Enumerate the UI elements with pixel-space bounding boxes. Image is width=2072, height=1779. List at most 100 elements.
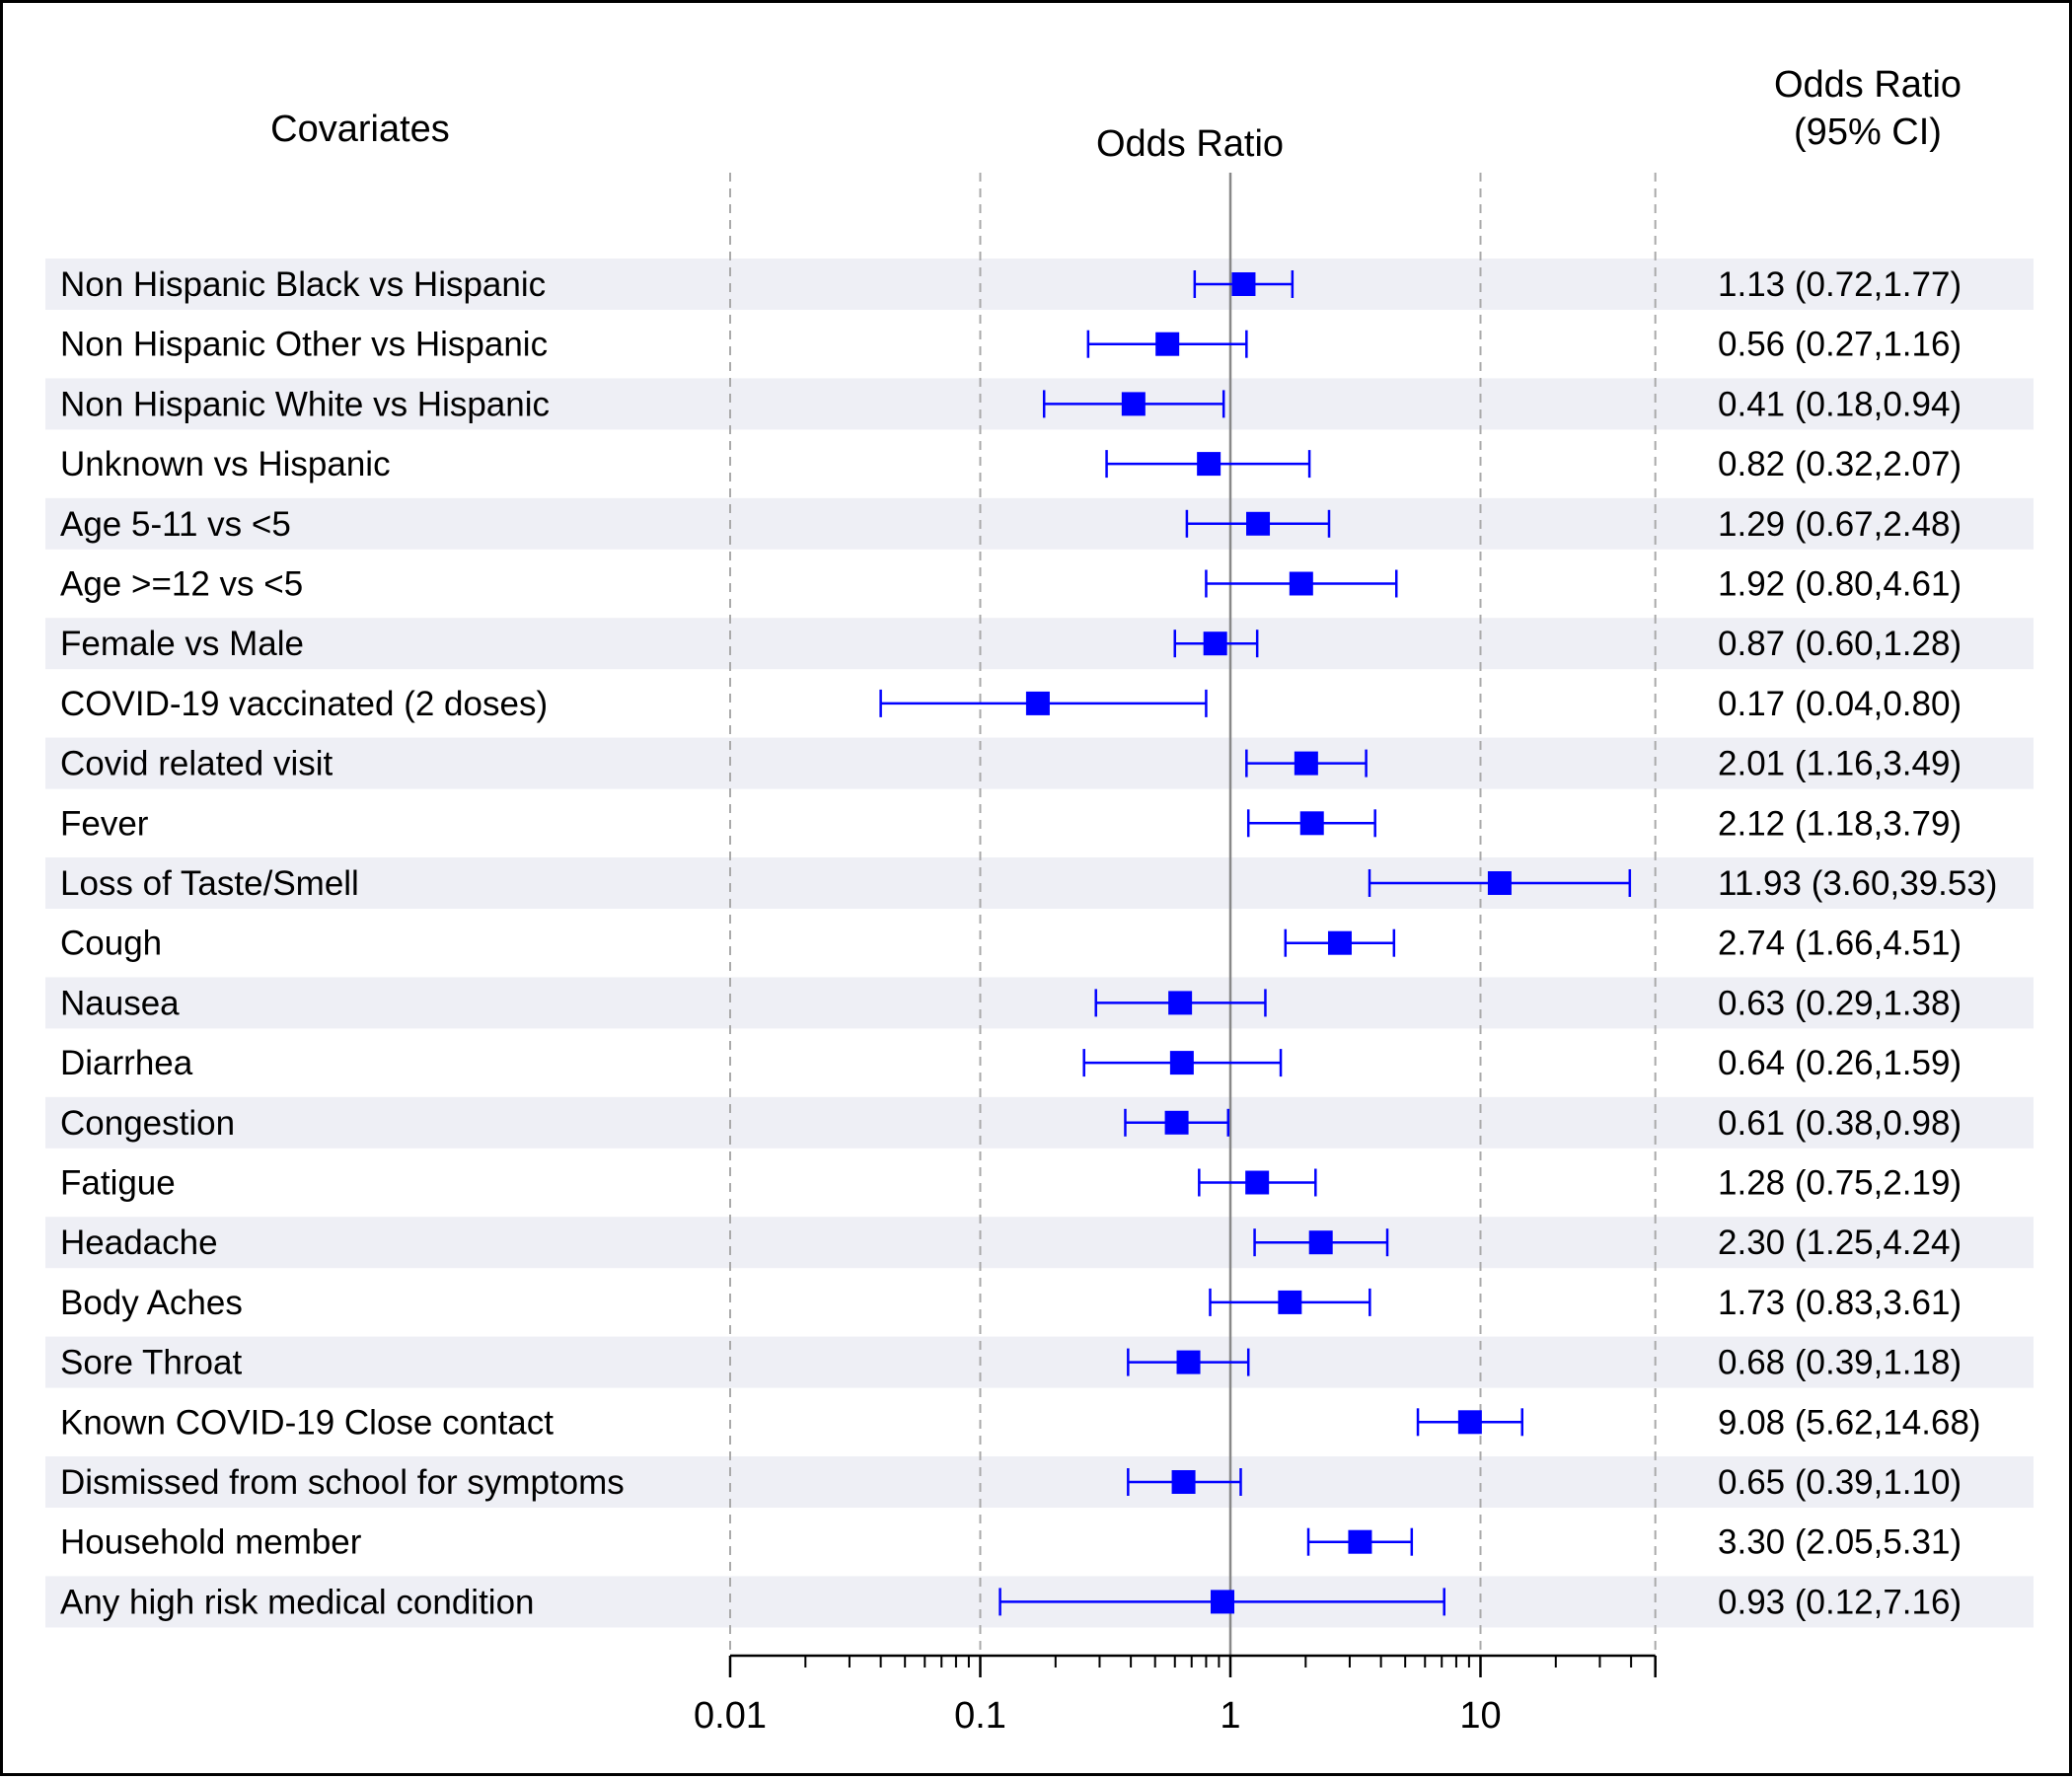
row-label: Body Aches — [60, 1284, 243, 1322]
or-ci-value: 0.82 (0.32,2.07) — [1718, 445, 1961, 483]
or-ci-value: 2.12 (1.18,3.79) — [1718, 804, 1961, 843]
point-estimate-marker — [1168, 991, 1193, 1015]
row-band — [45, 1456, 2034, 1508]
estimate-row — [1368, 869, 1632, 897]
row-bands — [45, 259, 2034, 1628]
row-label: Nausea — [60, 984, 180, 1022]
row-band — [45, 737, 2034, 789]
row-band — [45, 259, 2034, 310]
tick-label: 0.1 — [954, 1695, 1006, 1737]
odds-ratio-axis-title: Odds Ratio — [1096, 123, 1284, 165]
row-labels: Non Hispanic Black vs Hispanic Non Hispan… — [60, 265, 625, 1621]
or-ci-value: 2.30 (1.25,4.24) — [1718, 1223, 1961, 1262]
estimate-row — [1416, 1408, 1524, 1437]
point-estimate-marker — [1308, 1230, 1333, 1255]
or-ci-value: 1.92 (0.80,4.61) — [1718, 565, 1961, 604]
or-ci-value: 0.68 (0.39,1.18) — [1718, 1344, 1961, 1382]
point-estimate-marker — [1121, 392, 1146, 416]
estimate-row — [1205, 569, 1398, 598]
estimate-row — [1284, 928, 1396, 957]
point-estimate-marker — [1169, 1051, 1194, 1075]
point-estimate-marker — [1327, 930, 1352, 955]
or-ci-value: 1.29 (0.67,2.48) — [1718, 505, 1961, 544]
estimate-row — [1105, 450, 1311, 479]
point-estimate-marker — [1487, 871, 1512, 895]
row-label: Fever — [60, 804, 149, 843]
row-band — [45, 1336, 2034, 1388]
or-ci-value: 2.01 (1.16,3.49) — [1718, 745, 1961, 783]
row-label: Female vs Male — [60, 625, 304, 663]
row-band — [45, 977, 2034, 1029]
row-label: Headache — [60, 1223, 218, 1262]
point-estimate-marker — [1025, 691, 1050, 715]
or-ci-column: 1.13 (0.72,1.77) 0.56 (0.27,1.16) 0.41 (0.… — [1718, 265, 1997, 1621]
point-estimate-marker — [1211, 1590, 1235, 1614]
or-ci-value: 0.65 (0.39,1.10) — [1718, 1463, 1961, 1502]
or-ci-value: 0.17 (0.04,0.80) — [1718, 685, 1961, 723]
estimate-row — [1185, 509, 1331, 538]
or-ci-value: 0.64 (0.26,1.59) — [1718, 1044, 1961, 1082]
estimate-row — [1246, 809, 1376, 838]
row-label: Age >=12 vs <5 — [60, 565, 303, 604]
estimate-row — [1127, 1348, 1250, 1376]
point-estimate-marker — [1289, 571, 1313, 596]
row-label: Fatigue — [60, 1164, 176, 1203]
row-label: Age 5-11 vs <5 — [60, 505, 291, 544]
or-ci-value: 1.73 (0.83,3.61) — [1718, 1284, 1961, 1322]
row-label: Sore Throat — [60, 1344, 242, 1382]
or-ci-value: 1.28 (0.75,2.19) — [1718, 1164, 1961, 1203]
estimate-row — [1306, 1527, 1414, 1556]
covariates-header: Covariates — [270, 109, 450, 150]
row-label: Household member — [60, 1523, 362, 1562]
row-label: COVID-19 vaccinated (2 doses) — [60, 685, 548, 723]
point-estimate-marker — [1278, 1290, 1302, 1314]
row-band — [45, 497, 2034, 550]
point-estimate-marker — [1294, 751, 1318, 776]
tick-label: 0.01 — [694, 1695, 767, 1737]
estimate-row — [999, 1588, 1445, 1616]
point-estimate-marker — [1171, 1470, 1196, 1494]
estimate-row — [1094, 989, 1267, 1017]
row-label: Diarrhea — [60, 1044, 193, 1082]
tick-label: 10 — [1459, 1695, 1501, 1737]
estimate-row — [1173, 630, 1259, 658]
point-estimate-marker — [1203, 631, 1227, 656]
estimate-row — [1086, 330, 1248, 358]
or-ci-header-line2: (95% CI) — [1794, 111, 1942, 153]
row-label: Non Hispanic Black vs Hispanic — [60, 265, 546, 304]
point-estimate-marker — [1348, 1529, 1372, 1554]
row-band — [45, 857, 2034, 909]
point-estimate-marker — [1176, 1350, 1201, 1374]
estimates — [879, 270, 1632, 1616]
point-estimate-marker — [1164, 1110, 1189, 1135]
point-estimate-marker — [1231, 272, 1256, 296]
row-label: Dismissed from school for symptoms — [60, 1463, 625, 1502]
or-ci-header-line1: Odds Ratio — [1774, 64, 1961, 106]
or-ci-value: 0.93 (0.12,7.16) — [1718, 1583, 1961, 1621]
estimate-row — [1127, 1468, 1242, 1496]
or-ci-value: 3.30 (2.05,5.31) — [1718, 1523, 1961, 1562]
point-estimate-marker — [1299, 811, 1324, 836]
row-label: Cough — [60, 925, 162, 963]
row-band — [45, 618, 2034, 670]
or-ci-value: 1.13 (0.72,1.77) — [1718, 265, 1961, 304]
or-ci-value: 9.08 (5.62,14.68) — [1718, 1403, 1981, 1442]
row-label: Unknown vs Hispanic — [60, 445, 391, 483]
row-label: Congestion — [60, 1104, 235, 1143]
row-label: Covid related visit — [60, 745, 333, 783]
estimate-row — [1124, 1108, 1230, 1137]
x-axis: 0.01 0.1 1 10 — [694, 1654, 1657, 1737]
or-ci-value: 0.56 (0.27,1.16) — [1718, 326, 1961, 364]
estimate-row — [1193, 270, 1295, 298]
or-ci-value: 2.74 (1.66,4.51) — [1718, 925, 1961, 963]
point-estimate-marker — [1197, 452, 1221, 477]
or-ci-value: 0.87 (0.60,1.28) — [1718, 625, 1961, 663]
row-label: Any high risk medical condition — [60, 1583, 535, 1621]
point-estimate-marker — [1457, 1410, 1482, 1435]
row-band — [45, 1096, 2034, 1149]
row-label: Non Hispanic White vs Hispanic — [60, 385, 550, 423]
row-band — [45, 378, 2034, 430]
estimate-row — [1082, 1049, 1283, 1077]
or-ci-value: 0.41 (0.18,0.94) — [1718, 385, 1961, 423]
